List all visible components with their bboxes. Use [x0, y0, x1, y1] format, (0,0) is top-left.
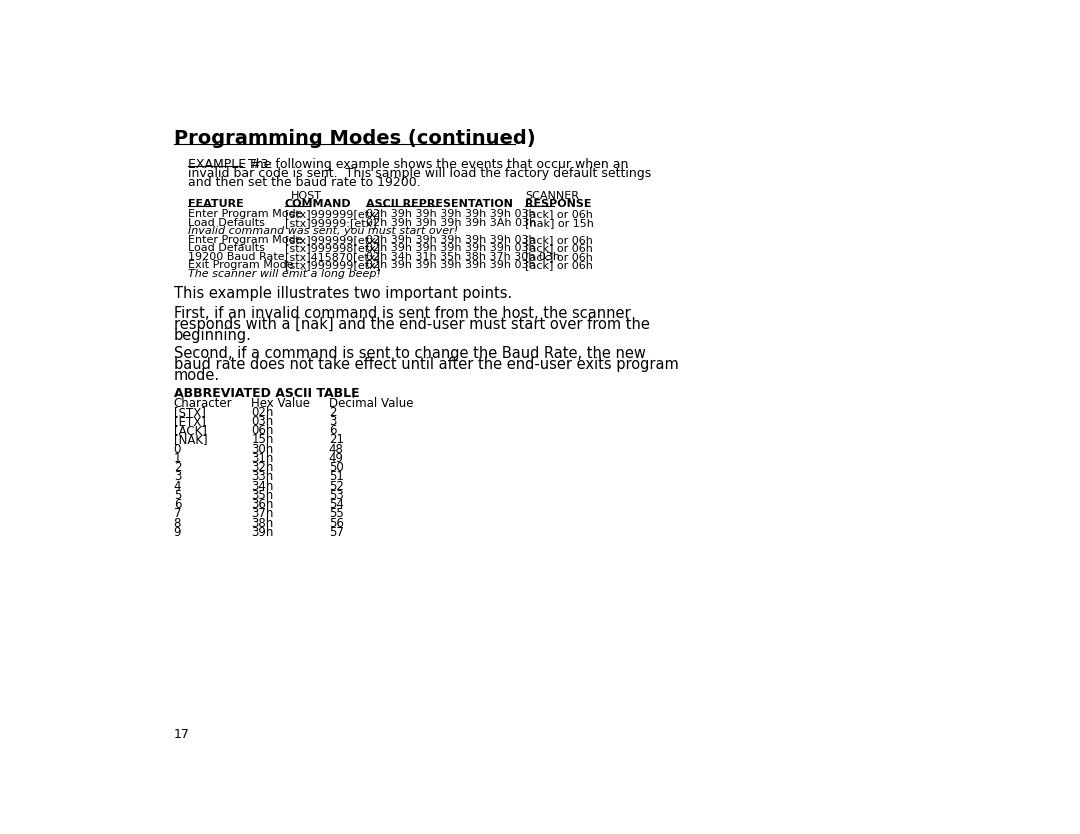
- Text: 54: 54: [328, 498, 343, 511]
- Text: 31h: 31h: [252, 452, 273, 465]
- Text: 02h 39h 39h 39h 39h 39h 03h: 02h 39h 39h 39h 39h 39h 03h: [366, 244, 536, 254]
- Text: [ack] or 06h: [ack] or 06h: [525, 209, 593, 219]
- Text: 33h: 33h: [252, 470, 273, 484]
- Text: 35h: 35h: [252, 489, 273, 502]
- Text: 2: 2: [328, 406, 336, 419]
- Text: ABBREVIATED ASCII TABLE: ABBREVIATED ASCII TABLE: [174, 386, 360, 399]
- Text: [stx]999999[etx]: [stx]999999[etx]: [284, 235, 380, 245]
- Text: ASCII REPRESENTATION: ASCII REPRESENTATION: [366, 199, 513, 209]
- Text: 8: 8: [174, 516, 181, 530]
- Text: Exit Program Mode: Exit Program Mode: [188, 260, 294, 270]
- Text: Invalid command was sent, you must start over!: Invalid command was sent, you must start…: [188, 226, 458, 236]
- Text: Hex Value: Hex Value: [252, 396, 310, 409]
- Text: COMMAND: COMMAND: [284, 199, 351, 209]
- Text: [stx]999998[etx]: [stx]999998[etx]: [284, 244, 380, 254]
- Text: 21: 21: [328, 434, 343, 446]
- Text: HOST: HOST: [291, 191, 322, 201]
- Text: 19200 Baud Rate: 19200 Baud Rate: [188, 252, 284, 262]
- Text: 52: 52: [328, 480, 343, 493]
- Text: First, if an invalid command is sent from the host, the scanner: First, if an invalid command is sent fro…: [174, 306, 631, 321]
- Text: 3: 3: [174, 470, 181, 484]
- Text: [NAK]: [NAK]: [174, 434, 207, 446]
- Text: 02h: 02h: [252, 406, 273, 419]
- Text: [ETX]: [ETX]: [174, 415, 205, 428]
- Text: 51: 51: [328, 470, 343, 484]
- Text: [ACK]: [ACK]: [174, 425, 206, 437]
- Text: 02h 39h 39h 39h 39h 39h 03h: 02h 39h 39h 39h 39h 39h 03h: [366, 260, 536, 270]
- Text: 1: 1: [174, 452, 181, 465]
- Text: 53: 53: [328, 489, 343, 502]
- Text: 0: 0: [174, 443, 181, 455]
- Text: The scanner will emit a long beep!: The scanner will emit a long beep!: [188, 269, 380, 279]
- Text: SCANNER: SCANNER: [525, 191, 579, 201]
- Text: 02h 39h 39h 39h 39h 39h 03h: 02h 39h 39h 39h 39h 39h 03h: [366, 235, 536, 245]
- Text: The following example shows the events that occur when an: The following example shows the events t…: [243, 158, 627, 171]
- Text: 9: 9: [174, 526, 181, 539]
- Text: 6: 6: [328, 425, 336, 437]
- Text: RESPONSE: RESPONSE: [525, 199, 592, 209]
- Text: [ack] or 06h: [ack] or 06h: [525, 244, 593, 254]
- Text: 15h: 15h: [252, 434, 273, 446]
- Text: 32h: 32h: [252, 461, 273, 475]
- Text: Character: Character: [174, 396, 232, 409]
- Text: 02h 39h 39h 39h 39h 39h 03h: 02h 39h 39h 39h 39h 39h 03h: [366, 209, 536, 219]
- Text: [stx]999999[etx]: [stx]999999[etx]: [284, 260, 380, 270]
- Text: 17: 17: [174, 727, 190, 741]
- Text: [nak] or 15h: [nak] or 15h: [525, 218, 594, 228]
- Text: 38h: 38h: [252, 516, 273, 530]
- Text: 48: 48: [328, 443, 343, 455]
- Text: 34h: 34h: [252, 480, 273, 493]
- Text: 57: 57: [328, 526, 343, 539]
- Text: [stx]99999:[etx]: [stx]99999:[etx]: [284, 218, 376, 228]
- Text: beginning.: beginning.: [174, 328, 252, 343]
- Text: Programming Modes (continued): Programming Modes (continued): [174, 129, 536, 148]
- Text: and then set the baud rate to 19200.: and then set the baud rate to 19200.: [188, 176, 420, 189]
- Text: 30h: 30h: [252, 443, 273, 455]
- Text: EXAMPLE #3:: EXAMPLE #3:: [188, 158, 272, 171]
- Text: [ack] or 06h: [ack] or 06h: [525, 252, 593, 262]
- Text: [ack] or 06h: [ack] or 06h: [525, 235, 593, 245]
- Text: 2: 2: [174, 461, 181, 475]
- Text: FEATURE: FEATURE: [188, 199, 243, 209]
- Text: 39h: 39h: [252, 526, 273, 539]
- Text: [STX]: [STX]: [174, 406, 205, 419]
- Text: 50: 50: [328, 461, 343, 475]
- Text: Decimal Value: Decimal Value: [328, 396, 414, 409]
- Text: mode.: mode.: [174, 368, 220, 383]
- Text: responds with a [nak] and the end-user must start over from the: responds with a [nak] and the end-user m…: [174, 317, 650, 332]
- Text: Enter Program Mode: Enter Program Mode: [188, 209, 302, 219]
- Text: [stx]415870[etx]: [stx]415870[etx]: [284, 252, 379, 262]
- Text: 06h: 06h: [252, 425, 273, 437]
- Text: 02h 34h 31h 35h 38h 37h 30h 03h: 02h 34h 31h 35h 38h 37h 30h 03h: [366, 252, 559, 262]
- Text: This example illustrates two important points.: This example illustrates two important p…: [174, 286, 512, 301]
- Text: 37h: 37h: [252, 507, 273, 520]
- Text: 3: 3: [328, 415, 336, 428]
- Text: Second, if a command is sent to change the Baud Rate, the new: Second, if a command is sent to change t…: [174, 346, 646, 361]
- Text: 56: 56: [328, 516, 343, 530]
- Text: 7: 7: [174, 507, 181, 520]
- Text: Enter Program Mode: Enter Program Mode: [188, 235, 302, 245]
- Text: 36h: 36h: [252, 498, 273, 511]
- Text: 49: 49: [328, 452, 343, 465]
- Text: invalid bar code is sent.  This sample will load the factory default settings: invalid bar code is sent. This sample wi…: [188, 167, 651, 180]
- Text: Load Defaults: Load Defaults: [188, 244, 265, 254]
- Text: Load Defaults: Load Defaults: [188, 218, 265, 228]
- Text: 4: 4: [174, 480, 181, 493]
- Text: 5: 5: [174, 489, 181, 502]
- Text: 02h 39h 39h 39h 39h 3Ah 03h: 02h 39h 39h 39h 39h 3Ah 03h: [366, 218, 536, 228]
- Text: [stx]999999[etx]: [stx]999999[etx]: [284, 209, 380, 219]
- Text: 55: 55: [328, 507, 343, 520]
- Text: 6: 6: [174, 498, 181, 511]
- Text: [ack] or 06h: [ack] or 06h: [525, 260, 593, 270]
- Text: 03h: 03h: [252, 415, 273, 428]
- Text: baud rate does not take effect until after the end-user exits program: baud rate does not take effect until aft…: [174, 357, 678, 372]
